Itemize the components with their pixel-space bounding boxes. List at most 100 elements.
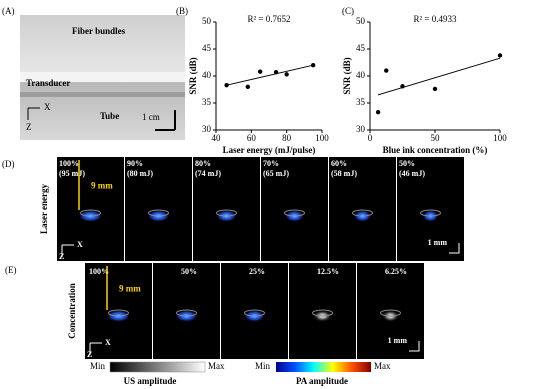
colorbar-max: Max (374, 361, 391, 371)
trendline (226, 64, 314, 86)
point (375, 109, 381, 115)
image-arc (80, 209, 101, 217)
trendline (377, 57, 501, 96)
frame-label: (95 mJ) (59, 169, 85, 178)
depth-label: 9 mm (91, 181, 113, 191)
x-axis-label: Blue ink concentration (%) (383, 145, 488, 155)
photo-label: Fiber bundles (72, 26, 126, 36)
x-tick-label: 40 (212, 133, 222, 143)
frame-label: 12.5% (317, 267, 339, 276)
x-tick-label: 50 (431, 133, 441, 143)
frame-label: 50% (399, 159, 415, 168)
point (400, 84, 405, 89)
depth-label: 9 mm (119, 284, 141, 294)
y-tick-label: 50 (356, 16, 366, 26)
point (273, 70, 279, 75)
point (284, 72, 289, 77)
image-arc (176, 309, 197, 317)
frame-label: 80% (195, 159, 211, 168)
scale-label: 1 cm (142, 112, 160, 122)
frame-label: 25% (249, 267, 265, 276)
image-arc (380, 309, 401, 317)
image-frame (57, 157, 124, 261)
scale-bar (409, 341, 420, 352)
frame-label: (80 mJ) (127, 169, 153, 178)
colorbar-min: Min (255, 361, 271, 371)
frame-label: 100% (89, 267, 109, 276)
point (224, 82, 229, 88)
photo-strip (20, 92, 185, 97)
image-frame (261, 157, 328, 261)
panel-label: (E) (5, 265, 17, 275)
photo-strip (20, 72, 185, 82)
point (384, 68, 389, 73)
frame-label: 6.25% (385, 267, 407, 276)
x-tick-label: 100 (493, 133, 507, 143)
photo-label: Transducer (26, 78, 70, 88)
y-tick-label: 35 (356, 97, 366, 107)
image-frame (125, 157, 192, 261)
axes-icon (61, 244, 74, 257)
y-tick-label: 45 (356, 43, 366, 53)
frame-label: 50% (181, 267, 197, 276)
image-frame (397, 157, 464, 261)
y-axis-label: SNR (dB) (188, 57, 198, 94)
y-axis-label: SNR (dB) (342, 57, 352, 94)
frame-label: (65 mJ) (263, 169, 289, 178)
point (257, 69, 263, 74)
image-arc (312, 309, 333, 317)
panel-label: (B) (176, 6, 188, 16)
panel-label: (D) (2, 159, 15, 169)
x-axis-label: Laser energy (mJ/pulse) (223, 145, 316, 155)
x-tick-label: 0 (368, 133, 373, 143)
panel-label: (A) (2, 6, 15, 16)
row-title: Concentration (67, 283, 77, 339)
frame-label: 100% (59, 159, 79, 168)
image-frame (329, 157, 396, 261)
axis-letter: X (44, 102, 51, 112)
point (245, 84, 250, 90)
y-tick-label: 40 (356, 70, 366, 80)
panel-label: (C) (342, 6, 354, 16)
x-tick-label: 100 (315, 133, 329, 143)
point (432, 86, 438, 92)
scale-label: 1 mm (428, 238, 448, 247)
frame-label: 70% (263, 159, 279, 168)
axis-letter: Z (87, 350, 92, 359)
colorbar (276, 362, 371, 372)
photo-label: Tube (100, 111, 119, 121)
axis-letter: X (105, 338, 111, 347)
axes-icon (27, 107, 40, 120)
image-frame (193, 157, 260, 261)
scale-label: 1 mm (388, 336, 408, 345)
scale-bar (449, 243, 460, 254)
y-tick-label: 30 (356, 124, 366, 134)
x-tick-label: 60 (247, 133, 257, 143)
image-arc (216, 209, 237, 217)
image-arc (352, 209, 373, 217)
frame-label: (74 mJ) (195, 169, 221, 178)
y-tick-label: 35 (202, 97, 212, 107)
colorbar-label: US amplitude (124, 376, 177, 386)
y-tick-label: 45 (202, 43, 212, 53)
frame-label: (58 mJ) (331, 169, 357, 178)
frame-label: 60% (331, 159, 347, 168)
colorbar-label: PA amplitude (296, 376, 348, 386)
image-arc (420, 209, 441, 217)
annotation: R² = 0.4933 (413, 14, 457, 24)
frame-label: (46 mJ) (399, 169, 425, 178)
image-arc (244, 309, 265, 317)
y-tick-label: 50 (202, 16, 212, 26)
y-tick-label: 40 (202, 70, 212, 80)
point (310, 62, 316, 68)
image-arc (284, 209, 305, 217)
annotation: R² = 0.7652 (247, 14, 290, 24)
y-tick-label: 30 (202, 124, 212, 134)
colorbar (109, 361, 206, 373)
axes-icon (89, 342, 102, 355)
axis-letter: X (77, 240, 83, 249)
image-arc (148, 209, 169, 217)
row-title: Laser energy (39, 183, 49, 234)
frame-label: 90% (127, 159, 143, 168)
